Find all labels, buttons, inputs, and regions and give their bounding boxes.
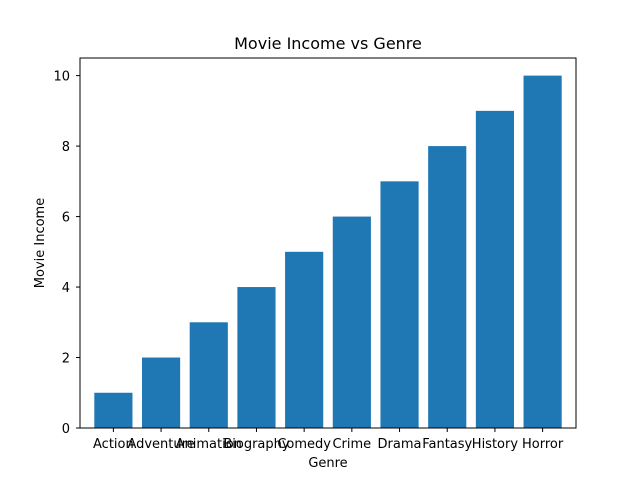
bar-comedy <box>285 251 324 428</box>
y-tick-label: 2 <box>62 352 70 367</box>
x-tick-label: Fantasy <box>422 437 472 452</box>
x-tick-label: Horror <box>522 437 564 452</box>
y-axis-label: Movie Income <box>33 198 48 288</box>
x-tick-label: Comedy <box>277 437 331 452</box>
y-axis: 0 2 4 6 8 10 <box>53 70 80 437</box>
x-tick-label: Animation <box>176 437 242 452</box>
x-tick-label: Adventure <box>127 437 194 452</box>
bar-crime <box>332 216 371 428</box>
bar-drama <box>380 181 419 428</box>
bar-animation <box>189 322 228 428</box>
x-tick-label: Drama <box>378 437 422 452</box>
x-tick-label: Biography <box>223 437 290 452</box>
plot-frame <box>79 57 577 429</box>
bars-group <box>94 75 562 428</box>
bar-adventure <box>142 357 181 428</box>
x-tick-label: Crime <box>332 437 371 452</box>
x-tick-label: History <box>472 437 519 452</box>
y-tick-label: 10 <box>53 70 70 85</box>
x-tick-label: Action <box>93 437 134 452</box>
bar-biography <box>237 287 276 428</box>
bar-action <box>94 392 133 428</box>
bar-fantasy <box>428 146 467 428</box>
y-tick-label: 0 <box>62 422 70 437</box>
bar-horror <box>523 75 562 428</box>
bar-history <box>475 110 514 428</box>
x-axis-label: Genre <box>308 456 347 471</box>
y-tick-label: 8 <box>62 140 70 155</box>
y-tick-label: 4 <box>62 281 70 296</box>
y-tick-label: 6 <box>62 211 70 226</box>
chart-title: Movie Income vs Genre <box>234 34 422 53</box>
